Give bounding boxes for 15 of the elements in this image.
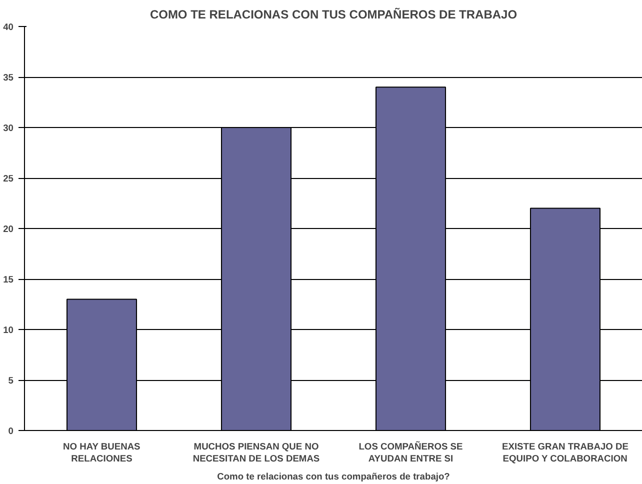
y-tick-label: 0 bbox=[8, 426, 14, 436]
x-tick-label: EXISTE GRAN TRABAJO DE EQUIPO Y COLABORACION bbox=[502, 442, 628, 464]
y-tick-label: 20 bbox=[3, 224, 14, 234]
x-tick-label: NO HAY BUENAS RELACIONES bbox=[63, 442, 140, 464]
x-tick-label: LOS COMPAÑEROS SE AYUDAN ENTRE SI bbox=[358, 440, 463, 464]
y-tick-label: 40 bbox=[3, 22, 14, 32]
y-tick-label: 5 bbox=[8, 376, 14, 386]
x-axis-title: Como te relacionas con tus compañeros de trabajo? bbox=[217, 472, 450, 482]
y-tick-label: 35 bbox=[3, 72, 14, 82]
y-tick-label: 15 bbox=[3, 274, 14, 284]
y-tick-label: 10 bbox=[3, 325, 14, 335]
y-tick-label: 25 bbox=[3, 174, 14, 184]
x-tick-label: MUCHOS PIENSAN QUE NO NECESITAN DE LOS DEMAS bbox=[192, 442, 320, 464]
y-tick-label: 30 bbox=[3, 123, 14, 133]
chart-title: COMO TE RELACIONAS CON TUS COMPAÑEROS DE TRABAJO bbox=[150, 8, 518, 22]
